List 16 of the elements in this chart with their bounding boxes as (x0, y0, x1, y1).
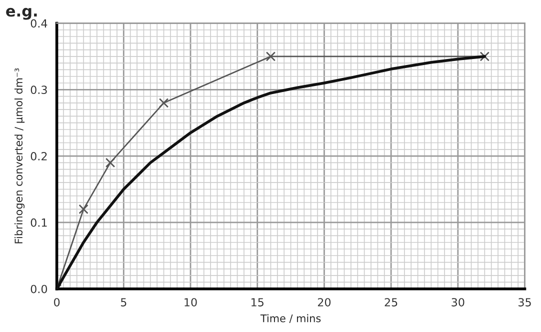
x-tick-label: 20 (318, 298, 331, 306)
x-tick-label: 5 (120, 298, 126, 306)
x-tick-label: 30 (452, 298, 464, 306)
text: e.g. (6, 8, 37, 20)
x-axis-title: Time / mins (260, 314, 321, 324)
x-tick-label: 0 (54, 298, 60, 306)
x-tick-label: 25 (384, 298, 398, 306)
x-tick-label: 10 (184, 298, 197, 306)
y-tick-label: 0.0 (30, 284, 48, 294)
y-tick-label: 0.1 (30, 218, 47, 227)
y-tick-label: 0.2 (30, 152, 47, 160)
y-tick-label: 0.3 (30, 86, 47, 94)
y-tick-label: 0.4 (30, 19, 48, 28)
y-axis-title: Fibrinogen converted / µmol dm⁻³ (14, 68, 25, 244)
x-tick-label: 35 (518, 298, 531, 306)
x-tick-label: 15 (252, 298, 264, 306)
